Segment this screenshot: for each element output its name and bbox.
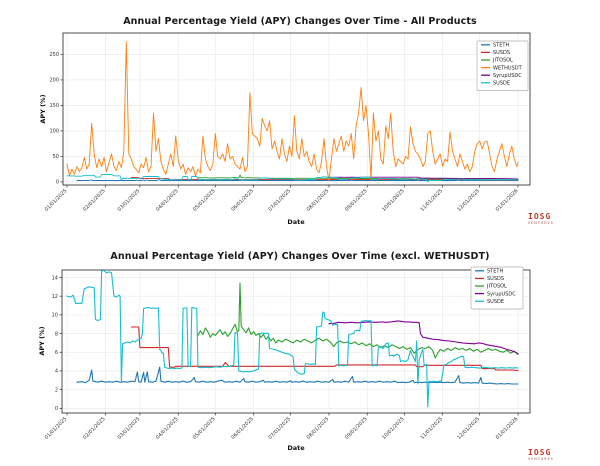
x-tick-label: 12/01/2025 (456, 188, 481, 213)
y-axis-label: APY (%) (38, 326, 46, 355)
y-axis-label: APY (%) (39, 94, 47, 123)
series-SUSDE-line (66, 173, 519, 183)
legend-label-JITOSOL: JITOSOL (486, 284, 507, 290)
x-tick-label: 09/01/2025 (344, 416, 369, 441)
x-tick-label: 01/01/2026 (495, 188, 520, 213)
x-tick-label: 01/01/2026 (495, 416, 520, 441)
plot-border (62, 32, 531, 186)
y-tick-label: 8 (55, 331, 58, 337)
apy-chart-figure-all-products: Annual Percentage Yield (APY) Changes Ov… (39, 16, 554, 226)
x-tick-label: 06/01/2025 (230, 416, 255, 441)
y-tick-label: 10 (52, 313, 58, 319)
axes: 0 2 4 6 8 10 12 14 01/01/2025 02/01/2025 03/01/202… (38, 269, 531, 452)
x-tick-label: 02/01/2025 (82, 416, 107, 441)
y-tick-label: 150 (49, 103, 59, 109)
chart2-canvas: 0 2 4 6 8 10 12 14 01/01/2025 02/01/2025 03/01/202… (38, 266, 531, 452)
chart1-canvas: 0 50 100 150 200 250 01/01/2025 02/01/2025 03/01… (39, 32, 531, 226)
x-tick-label: 08/01/2025 (306, 416, 331, 441)
x-tick-label: 12/01/2025 (456, 416, 481, 441)
legend-label-SUSDS: SUSDS (487, 276, 504, 282)
legend-label-SyrupUSDC: SyrupUSDC (493, 73, 522, 79)
plot-border (61, 269, 531, 414)
x-tick-label: 10/01/2025 (381, 188, 406, 213)
legend-label-SUSDS: SUSDS (493, 50, 510, 56)
y-tick-label: 0 (55, 406, 58, 412)
legend-label-STETH: STETH (493, 43, 509, 49)
x-tick-label: 09/01/2025 (344, 188, 369, 213)
y-tick-label: 14 (52, 275, 58, 281)
series-SUSDS-line (130, 326, 519, 372)
x-tick-label: 03/01/2025 (117, 188, 142, 213)
x-tick-label: 05/01/2025 (192, 416, 217, 441)
iosg-logo-text: IOSG (528, 448, 552, 457)
y-tick-label: 250 (49, 52, 59, 58)
x-tick-label: 01/01/2025 (44, 188, 69, 213)
y-tick-label: 4 (55, 369, 58, 375)
legend-box (470, 266, 524, 310)
chart1-title: Annual Percentage Yield (APY) Changes Ov… (123, 16, 477, 27)
series-lines (66, 41, 519, 183)
x-tick-label: 10/01/2025 (381, 416, 406, 441)
legend-label-SUSDE: SUSDE (493, 81, 510, 87)
legend-label-SyrupUSDC: SyrupUSDC (487, 291, 516, 297)
x-tick-label: 04/01/2025 (155, 188, 180, 213)
x-tick-label: 05/01/2025 (192, 188, 217, 213)
legend-label-SUSDE: SUSDE (487, 299, 504, 305)
iosg-logo-text: IOSG (528, 212, 552, 221)
y-tick-label: 12 (52, 294, 58, 300)
series-SyrupUSDC-line (328, 320, 519, 355)
series-WETHUSDT-line (66, 41, 519, 182)
legend-box (476, 40, 529, 91)
y-tick-label: 6 (55, 350, 58, 356)
x-tick-label: 08/01/2025 (306, 188, 331, 213)
gridlines (63, 33, 530, 185)
x-tick-label: 07/01/2025 (267, 188, 292, 213)
iosg-logo-subtext: VENTURES (528, 456, 554, 461)
y-tick-label: 2 (55, 387, 58, 393)
y-tick-label: 50 (53, 154, 59, 160)
x-axis-label: Date (287, 444, 305, 452)
x-tick-label: 11/01/2025 (419, 416, 444, 441)
x-tick-label: 06/01/2025 (230, 188, 255, 213)
iosg-logo: IOSG VENTURES (528, 449, 554, 461)
series-lines (66, 270, 519, 408)
legend-label-WETHUSDT: WETHUSDT (493, 65, 523, 71)
iosg-logo: IOSG VENTURES (528, 213, 554, 225)
y-tick-label: 100 (49, 129, 59, 135)
apy-chart-figure-excl-wethusdt: Annual Percentage Yield (APY) Changes Ov… (0, 238, 600, 466)
legend-label-STETH: STETH (487, 269, 503, 275)
x-tick-label: 04/01/2025 (155, 416, 180, 441)
x-axis-label: Date (287, 218, 305, 226)
series-SUSDE-line (66, 270, 519, 408)
x-tick-label: 11/01/2025 (419, 188, 444, 213)
series-STETH-line (76, 366, 519, 385)
iosg-logo-subtext: VENTURES (528, 220, 554, 225)
x-tick-label: 01/01/2025 (44, 416, 69, 441)
chart2-title: Annual Percentage Yield (APY) Changes Ov… (110, 251, 490, 262)
series-STETH-line (76, 179, 519, 182)
y-tick-label: 0 (56, 180, 59, 186)
y-tick-label: 200 (49, 78, 59, 84)
series-JITOSOL-line (197, 282, 519, 359)
axes: 0 50 100 150 200 250 01/01/2025 02/01/2025 03/01… (39, 32, 531, 226)
legend-label-JITOSOL: JITOSOL (492, 58, 513, 64)
x-tick-label: 03/01/2025 (117, 416, 142, 441)
x-tick-label: 07/01/2025 (267, 416, 292, 441)
x-tick-label: 02/01/2025 (82, 188, 107, 213)
